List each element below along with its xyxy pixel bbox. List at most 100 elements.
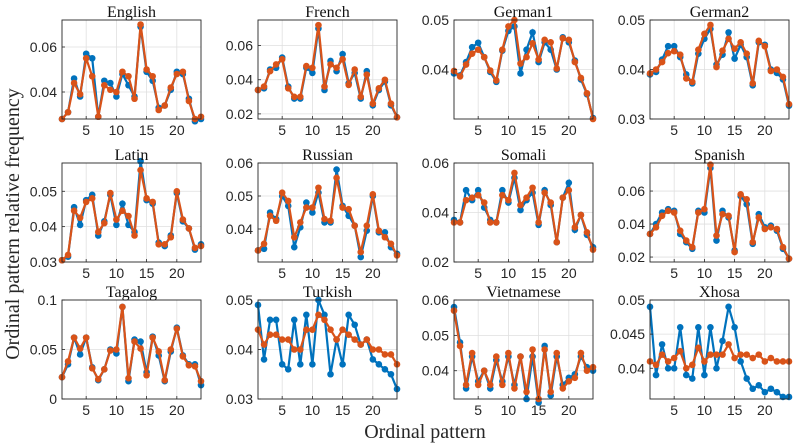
subplot-somali: 5 10 15 20 0.02 0.04 0.06 Somali	[422, 147, 597, 281]
data-point	[499, 46, 506, 53]
data-point	[260, 83, 268, 90]
data-point	[357, 253, 365, 261]
data-point	[333, 174, 340, 182]
data-point	[761, 225, 769, 233]
data-point	[363, 222, 371, 229]
data-point	[493, 219, 500, 226]
data-point	[321, 83, 328, 90]
data-point	[664, 49, 672, 57]
data-point	[480, 53, 488, 61]
data-point	[284, 336, 292, 343]
data-point	[260, 356, 268, 363]
x-tick-label: 10	[109, 402, 125, 418]
data-point	[179, 353, 187, 360]
x-tick-label: 5	[82, 122, 90, 138]
data-point	[345, 81, 352, 89]
x-tick-label: 15	[531, 402, 547, 418]
y-tick-label: 0.03	[618, 111, 645, 127]
subplot-title: Latin	[115, 147, 149, 164]
data-point	[357, 248, 365, 256]
subplot-title: English	[107, 4, 156, 21]
data-point	[351, 336, 358, 343]
data-point	[309, 204, 316, 211]
data-point	[725, 212, 732, 220]
data-point	[381, 233, 389, 241]
data-point	[284, 197, 292, 205]
y-tick-label: 0.05	[422, 12, 449, 28]
data-point	[658, 351, 666, 358]
data-point	[297, 361, 304, 368]
data-point	[731, 354, 738, 362]
data-point	[179, 68, 187, 76]
data-point	[517, 206, 524, 214]
data-point	[743, 351, 750, 358]
x-tick-label: 5	[278, 402, 286, 418]
y-tick-label: 0.04	[30, 84, 57, 100]
data-point	[529, 29, 536, 36]
data-point	[94, 375, 102, 383]
x-tick-label: 20	[169, 265, 185, 281]
x-tick-label: 10	[697, 122, 713, 138]
data-point	[173, 187, 181, 195]
data-point	[577, 74, 585, 82]
data-point	[155, 348, 162, 355]
data-point	[333, 64, 340, 72]
data-point	[351, 321, 358, 329]
data-point	[309, 64, 316, 72]
data-point	[682, 237, 690, 244]
data-point	[321, 215, 328, 223]
data-point	[695, 209, 702, 216]
data-point	[773, 66, 781, 73]
axes-box	[453, 299, 594, 400]
x-tick-label: 15	[139, 122, 155, 138]
x-tick-label: 5	[278, 122, 286, 138]
data-point	[779, 358, 787, 365]
data-point	[523, 194, 530, 201]
data-point	[64, 108, 72, 116]
data-point	[713, 63, 720, 71]
data-point	[131, 95, 138, 103]
data-point	[474, 191, 482, 199]
data-point	[381, 351, 389, 358]
data-point	[315, 21, 322, 29]
data-point	[462, 381, 470, 389]
data-point	[743, 375, 750, 382]
data-point	[571, 224, 579, 231]
data-point	[125, 374, 132, 382]
data-point	[185, 362, 193, 369]
data-point	[682, 364, 690, 372]
data-point	[707, 351, 714, 358]
axes-box	[61, 162, 202, 263]
y-tick-label: 0.02	[226, 106, 253, 122]
data-point	[456, 219, 464, 226]
data-point	[559, 385, 567, 392]
data-point	[131, 338, 138, 345]
data-point	[468, 43, 476, 51]
data-point	[149, 334, 156, 341]
x-tick-label: 15	[335, 122, 351, 138]
figure-y-axis-label: Ordinal pattern relative frequency	[2, 88, 24, 360]
x-tick-label: 5	[670, 402, 678, 418]
x-tick-label: 20	[365, 122, 381, 138]
y-tick-label: 0.03	[30, 254, 57, 270]
x-tick-label: 5	[474, 122, 482, 138]
data-point	[125, 212, 132, 220]
data-point	[767, 67, 775, 75]
data-point	[707, 324, 714, 331]
data-point	[76, 345, 84, 352]
data-point	[695, 344, 702, 352]
data-point	[565, 378, 573, 385]
data-point	[541, 189, 548, 196]
data-point	[486, 67, 494, 74]
data-point	[493, 353, 500, 360]
data-point	[88, 195, 96, 202]
subplot-german1: 5 10 15 20 0.04 0.05 German1	[422, 4, 597, 138]
data-point	[480, 367, 488, 375]
data-point	[707, 21, 714, 29]
data-point	[456, 342, 464, 350]
data-point	[658, 58, 666, 66]
data-point	[719, 47, 726, 54]
y-tick-label: 0.06	[422, 155, 449, 171]
data-point	[278, 336, 286, 343]
x-tick-label: 15	[335, 265, 351, 281]
